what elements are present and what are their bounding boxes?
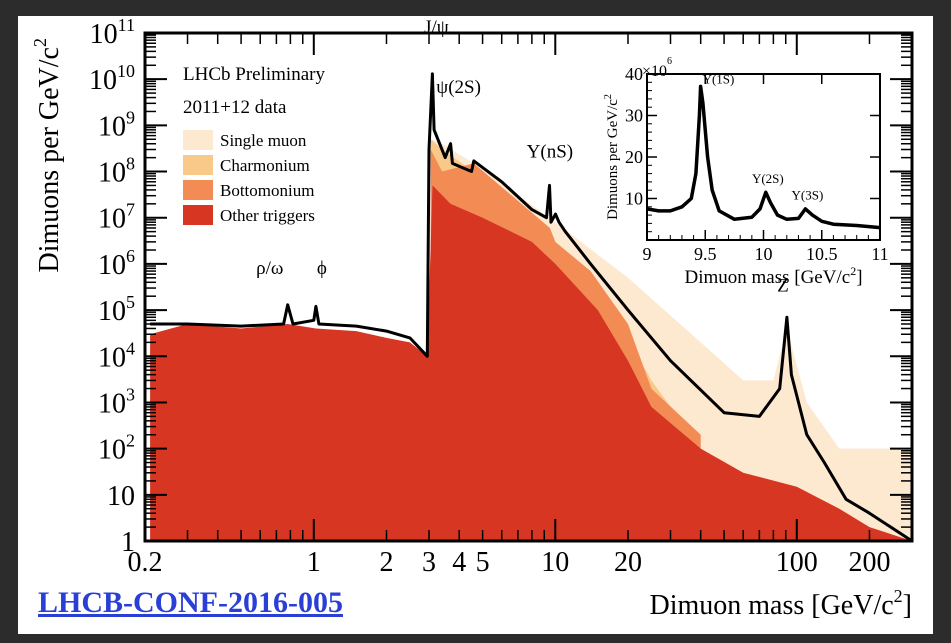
x-tick-label: 2 <box>379 547 393 578</box>
total-curve <box>150 72 913 543</box>
legend-label: Other triggers <box>220 206 315 225</box>
x-tick-label: 3 <box>422 547 436 578</box>
peak-label: J/ψ <box>424 17 449 38</box>
inset-x-tick-label: 10 <box>755 244 773 264</box>
y-tick-label: 102 <box>98 431 135 466</box>
inset-y-tick-label: 40 <box>625 64 643 84</box>
inset-x-title: Dimuon mass [GeV/c2] <box>684 264 862 288</box>
x-tick-label: 100 <box>776 547 818 578</box>
inset-y-tick-label: 20 <box>625 147 643 167</box>
legend: LHCb Preliminary 2011+12 data Single muon C… <box>183 64 325 225</box>
header-line: LHCb Preliminary <box>183 64 325 85</box>
x-axis: 0.2 1 2 3 4 5 10 20 100 200 <box>128 33 913 578</box>
inset-y-tick-label: 10 <box>625 189 643 209</box>
header-line: 2011+12 data <box>183 97 287 118</box>
area-other-triggers <box>150 185 913 541</box>
y-tick-label: 108 <box>98 154 135 189</box>
peak-label: ρ/ω <box>256 258 283 279</box>
legend-label: Single muon <box>220 131 307 150</box>
legend-label: Charmonium <box>220 156 310 175</box>
x-tick-label: 200 <box>848 547 890 578</box>
y-tick-label: 104 <box>98 338 135 373</box>
peak-label: ϕ <box>317 258 327 279</box>
inset-y-title: Dimuons per GeV/c2 <box>603 94 621 220</box>
inset-y-tick-label: 30 <box>625 106 643 126</box>
y-axis-title: Dimuons per GeV/c2 <box>30 38 65 273</box>
y-tick-label: 109 <box>98 107 135 142</box>
inset-x-tick-label: 9.5 <box>694 244 717 264</box>
peak-label: Z <box>777 276 789 297</box>
inset-peak-label: Υ(2S) <box>752 171 784 186</box>
peak-label: ψ(2S) <box>436 77 481 98</box>
y-tick-label: 107 <box>98 200 135 235</box>
y-tick-label: 10 <box>107 481 135 512</box>
peak-label: Υ(nS) <box>527 142 573 163</box>
inset-chart: 9 9.5 10 10.5 11 10 20 30 40 ×106 Υ(1S) Υ(2S) Υ(3S) D… <box>603 56 889 288</box>
x-tick-label: 4 <box>452 547 466 578</box>
legend-swatch <box>183 155 213 175</box>
inset-x-tick-label: 10.5 <box>806 244 838 264</box>
reference-link[interactable]: LHCB-CONF-2016-005 <box>38 586 343 619</box>
legend-label: Bottomonium <box>220 181 314 200</box>
y-tick-label: 1011 <box>90 15 135 50</box>
inset-peak-label: Υ(3S) <box>792 188 824 203</box>
inset-peak-label: Υ(1S) <box>703 71 735 86</box>
x-tick-label: 10 <box>541 547 569 578</box>
legend-swatch <box>183 180 213 200</box>
plot-border <box>143 31 914 543</box>
legend-swatch <box>183 130 213 150</box>
x-tick-label: 20 <box>614 547 642 578</box>
inset-multiplier: ×106 <box>642 56 672 80</box>
y-tick-label: 106 <box>98 246 135 281</box>
x-tick-label: 1 <box>307 547 321 578</box>
x-tick-label: 5 <box>476 547 490 578</box>
inset-border <box>646 73 881 241</box>
y-tick-label: 1 <box>121 527 135 558</box>
y-tick-label: 105 <box>98 292 135 327</box>
y-tick-label: 103 <box>98 384 135 419</box>
legend-swatch <box>183 205 213 225</box>
inset-curve <box>646 84 881 230</box>
y-tick-label: 1010 <box>89 61 135 96</box>
x-tick-label: 0.2 <box>128 547 163 578</box>
stack-areas <box>150 139 913 542</box>
inset-x-tick-label: 9 <box>643 244 652 264</box>
x-axis-title: Dimuon mass [GeV/c2] <box>649 586 912 621</box>
inset-x-tick-label: 11 <box>871 244 888 264</box>
